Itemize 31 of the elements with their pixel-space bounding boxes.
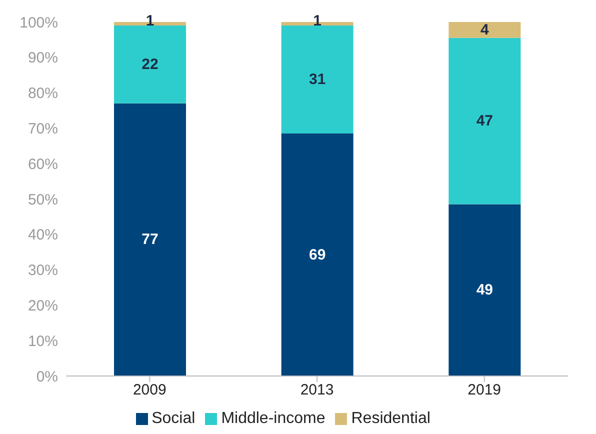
data-label: 31: [308, 71, 326, 88]
y-tick-label: 80%: [28, 85, 58, 102]
data-label: 22: [142, 56, 158, 73]
bar: [114, 103, 186, 376]
legend-label: Social: [152, 410, 196, 427]
y-tick-label: 30%: [28, 262, 58, 280]
bar: [448, 22, 521, 38]
y-tick-label: 60%: [28, 156, 58, 173]
bar: [114, 26, 186, 104]
x-tick-label: 2013: [300, 382, 334, 399]
data-label: 69: [308, 246, 326, 264]
x-tick-label: 2019: [468, 382, 502, 399]
y-tick-label: 70%: [28, 120, 58, 138]
y-tick-label: 0%: [36, 368, 58, 386]
legend-label: Residential: [351, 410, 430, 427]
y-tick-label: 10%: [28, 332, 58, 350]
bar: [281, 26, 354, 134]
x-tick-label: 2009: [132, 382, 166, 399]
y-tick-label: 90%: [28, 50, 58, 67]
y-tick-label: 40%: [28, 226, 58, 244]
data-label: 49: [476, 282, 494, 299]
y-tick-label: 100%: [20, 14, 58, 32]
data-label: 4: [480, 21, 490, 38]
bar: [281, 134, 354, 376]
bar: [448, 38, 521, 204]
bar: [448, 204, 521, 376]
data-label: 77: [142, 231, 158, 248]
y-tick-label: 50%: [28, 191, 58, 208]
data-label: 47: [476, 112, 494, 130]
y-tick-label: 20%: [28, 298, 58, 315]
legend-label: Middle-income: [221, 410, 326, 427]
